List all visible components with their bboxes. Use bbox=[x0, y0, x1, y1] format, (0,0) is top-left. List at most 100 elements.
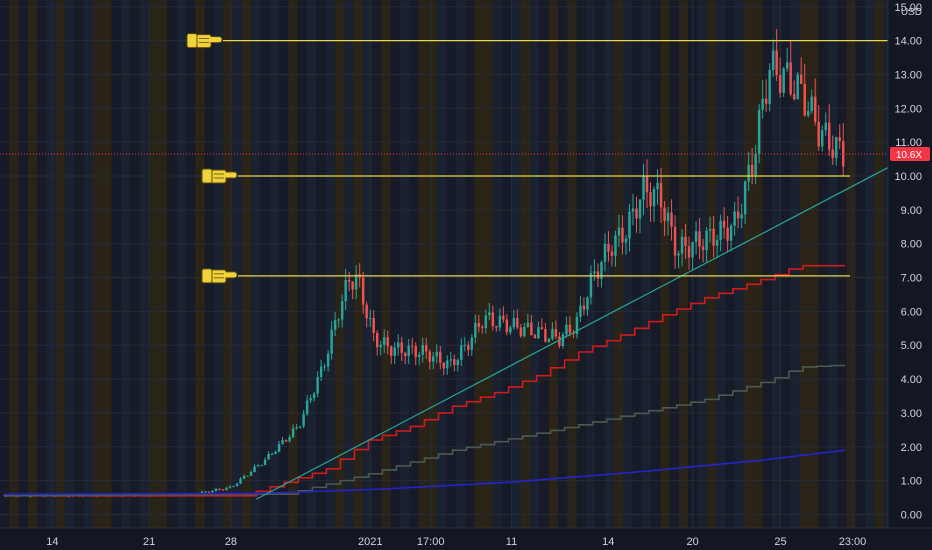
hand-cuff bbox=[201, 268, 213, 284]
candle-body bbox=[719, 220, 722, 240]
hand-markers bbox=[186, 33, 238, 284]
pointing-hand-icon bbox=[186, 33, 223, 49]
session-stripe bbox=[762, 0, 772, 528]
candle-body bbox=[488, 312, 491, 316]
session-stripe bbox=[855, 0, 865, 528]
session-stripe bbox=[530, 0, 540, 528]
candle-body bbox=[638, 199, 642, 219]
candle-body bbox=[302, 413, 305, 427]
y-axis: 15.00 14.00 13.00 12.00 11.00 10.00 9.00 8.00 7.… bbox=[887, 0, 932, 550]
candle-body bbox=[708, 228, 712, 231]
session-stripe bbox=[9, 0, 19, 528]
candle-body bbox=[400, 342, 403, 353]
candle-body bbox=[551, 329, 554, 339]
candle-body bbox=[684, 236, 687, 247]
session-stripe bbox=[734, 0, 744, 528]
session-stripe bbox=[158, 0, 168, 528]
candle-body bbox=[582, 305, 586, 310]
moving-average-line bbox=[3, 449, 846, 496]
session-stripe bbox=[46, 0, 56, 528]
session-stripe bbox=[437, 0, 447, 528]
candle-body bbox=[239, 478, 242, 484]
session-stripe bbox=[465, 0, 475, 528]
session-stripe bbox=[65, 0, 75, 528]
candle-body bbox=[491, 312, 495, 327]
session-stripe bbox=[316, 0, 326, 528]
candle-body bbox=[281, 440, 284, 445]
x-tick-label: 28 bbox=[225, 536, 237, 548]
session-stripe bbox=[641, 0, 651, 528]
session-stripe bbox=[492, 0, 503, 528]
currency-label: USD bbox=[901, 7, 922, 18]
candle-body bbox=[568, 324, 572, 333]
candle-body bbox=[505, 319, 509, 333]
candle-body bbox=[284, 440, 288, 442]
hand-palm bbox=[211, 269, 238, 284]
candle-body bbox=[382, 337, 386, 345]
session-stripe bbox=[399, 0, 410, 528]
x-tick-label: 11 bbox=[506, 536, 517, 548]
candle-body bbox=[757, 109, 761, 155]
candle-body bbox=[242, 475, 246, 479]
candle-body bbox=[561, 334, 565, 346]
candle-body bbox=[624, 238, 628, 243]
candle-body bbox=[446, 360, 449, 369]
candle-body bbox=[344, 279, 347, 302]
candle-body bbox=[232, 486, 235, 488]
session-stripe bbox=[353, 0, 363, 528]
candle-body bbox=[375, 332, 379, 348]
current-price-label: 10.6X bbox=[896, 150, 922, 161]
candle-body bbox=[347, 279, 351, 282]
session-stripe bbox=[809, 0, 819, 528]
session-stripe bbox=[297, 0, 307, 528]
candle-body bbox=[593, 271, 596, 274]
session-stripe bbox=[306, 0, 317, 528]
session-stripe bbox=[269, 0, 279, 528]
session-stripe bbox=[260, 0, 270, 528]
candle-body bbox=[29, 496, 32, 498]
candle-body bbox=[775, 50, 778, 76]
session-stripe bbox=[83, 0, 93, 528]
y-tick-label: 1.00 bbox=[901, 476, 922, 488]
candle-body bbox=[813, 96, 817, 122]
candle-body bbox=[747, 164, 750, 182]
session-stripe bbox=[567, 0, 577, 528]
candle-body bbox=[656, 182, 659, 190]
candle-body bbox=[509, 327, 512, 333]
level-lines bbox=[0, 40, 888, 277]
candle-body bbox=[305, 400, 309, 414]
session-stripe bbox=[520, 0, 531, 528]
session-stripe bbox=[0, 0, 10, 528]
candle-body bbox=[796, 74, 799, 100]
candle-body bbox=[628, 211, 631, 239]
candle-body bbox=[361, 277, 365, 305]
candle-body bbox=[659, 182, 663, 208]
candle-body bbox=[621, 227, 624, 243]
session-stripe bbox=[130, 0, 140, 528]
candle-body bbox=[736, 211, 740, 219]
session-stripe bbox=[604, 0, 614, 528]
session-stripe bbox=[846, 0, 856, 528]
candle-body bbox=[558, 336, 561, 346]
candle-body bbox=[835, 137, 838, 159]
session-stripe bbox=[409, 0, 419, 528]
session-stripe bbox=[102, 0, 112, 528]
candle-body bbox=[642, 175, 645, 200]
session-stripes bbox=[0, 0, 893, 528]
candle-body bbox=[260, 465, 263, 467]
candle-body bbox=[256, 465, 260, 467]
candle-body bbox=[806, 110, 810, 116]
candle-body bbox=[617, 227, 621, 236]
candle-body bbox=[750, 164, 754, 175]
candle-body bbox=[540, 327, 544, 330]
x-tick-label: 14 bbox=[602, 536, 614, 548]
candle-body bbox=[277, 444, 281, 452]
candle-body bbox=[442, 362, 445, 369]
candle-body bbox=[214, 488, 218, 491]
x-tick-label: 17:00 bbox=[417, 536, 445, 548]
session-stripe bbox=[223, 0, 233, 528]
session-stripe bbox=[744, 0, 754, 528]
y-tick-label: 11.00 bbox=[895, 137, 922, 149]
